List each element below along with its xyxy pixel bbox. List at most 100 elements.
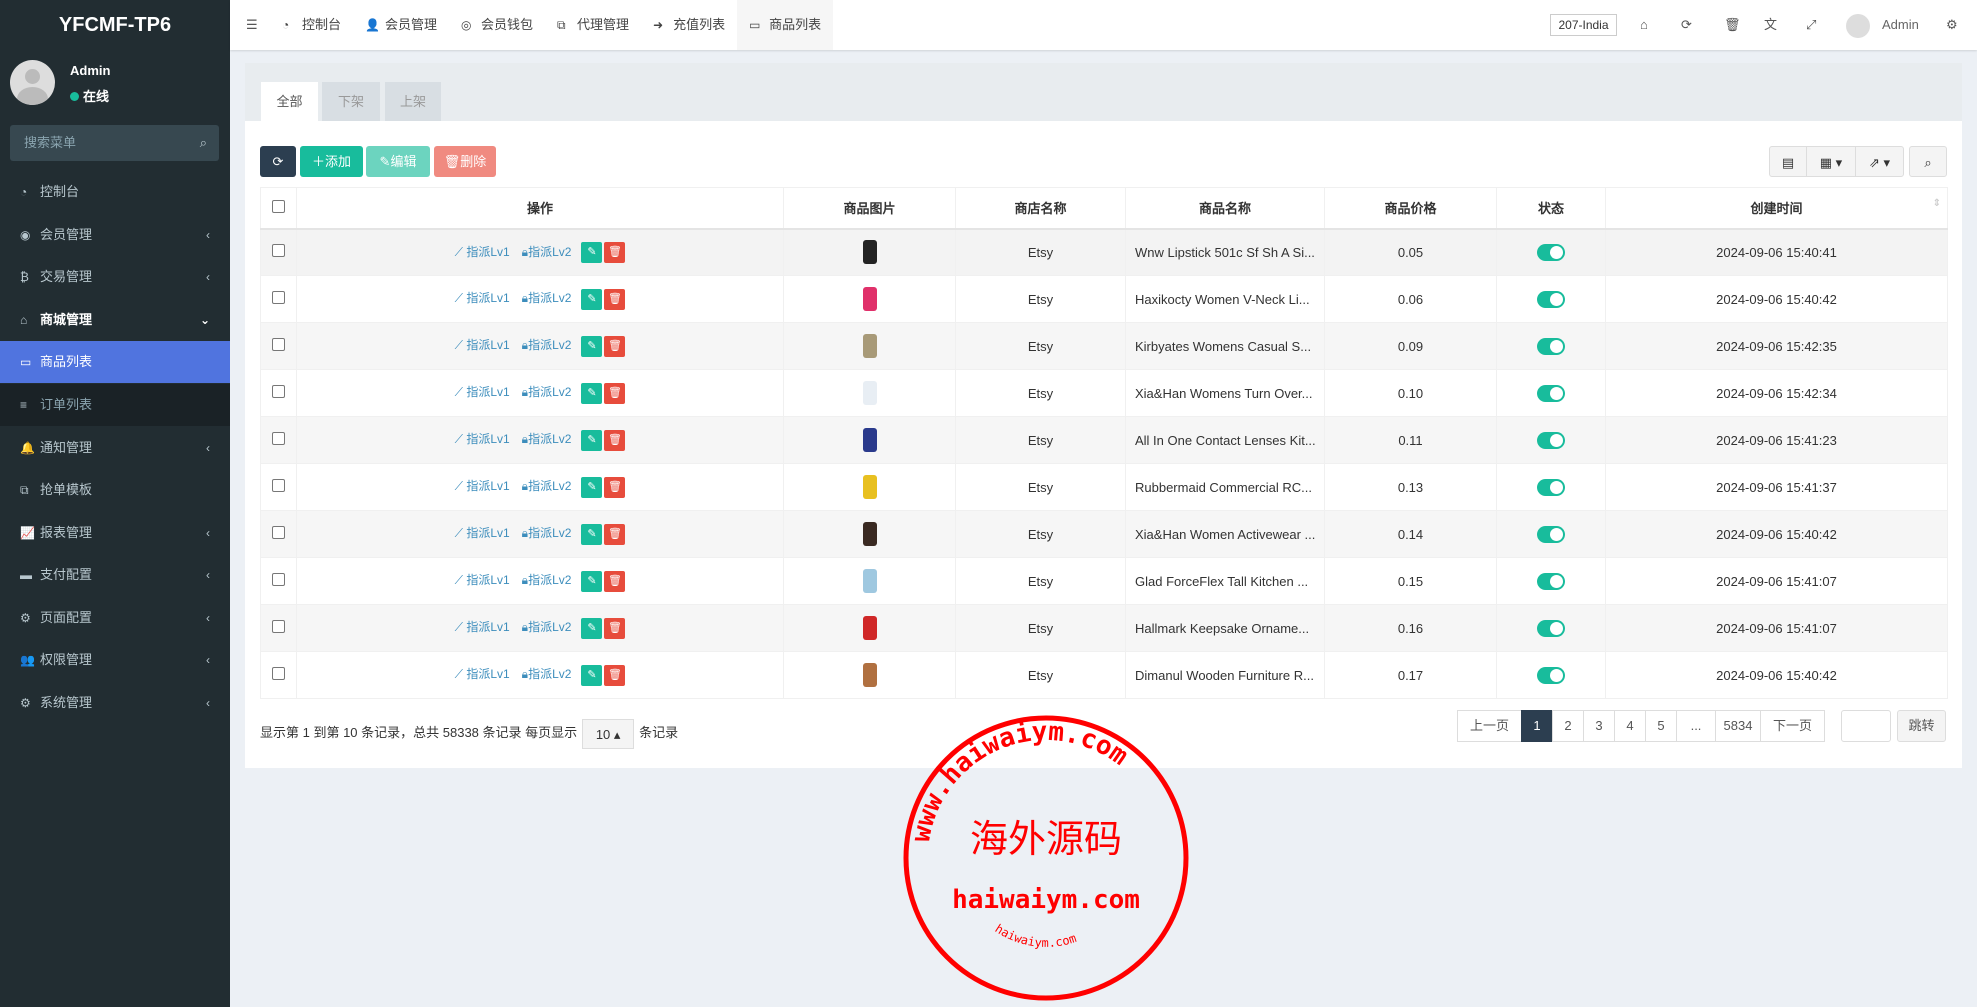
assign-lv1-link[interactable]: ⟋ 指派Lv1 (455, 667, 510, 681)
status-toggle[interactable] (1537, 525, 1565, 543)
row-status-cell[interactable] (1496, 604, 1606, 652)
status-toggle[interactable] (1537, 290, 1565, 308)
topnav-tab-0[interactable]: ◔ 控制台 (270, 0, 353, 50)
settings-gears-icon[interactable]: ⚙ (1946, 17, 1958, 32)
assign-lv1-link[interactable]: ⟋ 指派Lv1 (455, 291, 510, 305)
row-edit-button[interactable]: ✎ (581, 382, 603, 404)
row-image-cell[interactable] (783, 369, 956, 417)
row-select-cell[interactable] (260, 416, 297, 464)
search-button[interactable]: ⌕ (1909, 146, 1947, 177)
row-delete-button[interactable]: 🗑 (604, 335, 626, 357)
row-delete-button[interactable]: 🗑 (604, 429, 626, 451)
row-delete-button[interactable]: 🗑 (604, 523, 626, 545)
product-image[interactable] (856, 425, 884, 455)
page-button-3[interactable]: 3 (1583, 710, 1615, 742)
row-image-cell[interactable] (783, 228, 956, 276)
assign-lv1-link[interactable]: ⟋ 指派Lv1 (455, 526, 510, 540)
next-page-button[interactable]: 下一页 (1760, 710, 1825, 742)
assign-lv2-link[interactable]: 🔒︎指派Lv2 (522, 245, 572, 259)
row-select-cell[interactable] (260, 557, 297, 605)
row-checkbox[interactable] (272, 526, 285, 539)
row-image-cell[interactable] (783, 604, 956, 652)
edit-button[interactable]: ✎编辑 (366, 146, 430, 177)
toggle-view-button[interactable]: ▤ (1769, 146, 1807, 177)
product-image[interactable] (856, 660, 884, 690)
add-button[interactable]: ＋添加 (300, 146, 363, 177)
product-image[interactable] (856, 378, 884, 408)
assign-lv1-link[interactable]: ⟋ 指派Lv1 (455, 385, 510, 399)
page-button-2[interactable]: 2 (1552, 710, 1584, 742)
row-select-cell[interactable] (260, 510, 297, 558)
row-edit-button[interactable]: ✎ (581, 476, 603, 498)
row-select-cell[interactable] (260, 369, 297, 417)
sidebar-toggle-icon[interactable]: ☰ (246, 17, 258, 32)
row-image-cell[interactable] (783, 463, 956, 511)
sidebar-item-11[interactable]: 👥 权限管理 ‹ (0, 639, 230, 681)
row-delete-button[interactable]: 🗑 (604, 476, 626, 498)
assign-lv2-link[interactable]: 🔒︎指派Lv2 (522, 667, 572, 681)
row-delete-button[interactable]: 🗑 (604, 664, 626, 686)
assign-lv1-link[interactable]: ⟋ 指派Lv1 (455, 573, 510, 587)
delete-button[interactable]: 🗑删除 (434, 146, 496, 177)
sidebar-item-4[interactable]: ▭ 商品列表 (0, 341, 230, 383)
row-select-cell[interactable] (260, 604, 297, 652)
product-image[interactable] (856, 613, 884, 643)
app-logo[interactable]: YFCMF-TP6 (58, 14, 172, 36)
row-status-cell[interactable] (1496, 322, 1606, 370)
row-status-cell[interactable] (1496, 275, 1606, 323)
page-button-5834[interactable]: 5834 (1715, 710, 1761, 742)
row-select-cell[interactable] (260, 463, 297, 511)
status-toggle[interactable] (1537, 337, 1565, 355)
row-status-cell[interactable] (1496, 228, 1606, 276)
status-toggle[interactable] (1537, 478, 1565, 496)
row-edit-button[interactable]: ✎ (581, 664, 603, 686)
sidebar-item-5[interactable]: ≡ 订单列表 (0, 384, 230, 426)
prev-page-button[interactable]: 上一页 (1457, 710, 1522, 742)
row-image-cell[interactable] (783, 510, 956, 558)
page-button-4[interactable]: 4 (1614, 710, 1646, 742)
assign-lv1-link[interactable]: ⟋ 指派Lv1 (455, 338, 510, 352)
sidebar-item-10[interactable]: ⚙ 页面配置 ‹ (0, 597, 230, 639)
row-checkbox[interactable] (272, 244, 285, 258)
select-all-checkbox[interactable] (272, 199, 285, 213)
status-toggle[interactable] (1537, 666, 1565, 684)
product-image[interactable] (856, 331, 884, 361)
page-button-1[interactable]: 1 (1521, 710, 1553, 742)
row-checkbox[interactable] (272, 385, 285, 398)
topnav-tab-2[interactable]: ◎ 会员钱包 (449, 0, 545, 50)
sidebar-item-1[interactable]: ◉ 会员管理 ‹ (0, 214, 230, 256)
row-image-cell[interactable] (783, 275, 956, 323)
assign-lv2-link[interactable]: 🔒︎指派Lv2 (522, 573, 572, 587)
assign-lv2-link[interactable]: 🔒︎指派Lv2 (522, 479, 572, 493)
col-created[interactable]: 创建时间 ⇕ (1605, 187, 1948, 230)
search-icon[interactable]: ⌕ (199, 135, 207, 150)
topnav-tab-3[interactable]: ⧉ 代理管理 (545, 0, 641, 50)
row-status-cell[interactable] (1496, 463, 1606, 511)
row-edit-button[interactable]: ✎ (581, 617, 603, 639)
row-status-cell[interactable] (1496, 510, 1606, 558)
row-status-cell[interactable] (1496, 416, 1606, 464)
assign-lv2-link[interactable]: 🔒︎指派Lv2 (522, 291, 572, 305)
topnav-tab-1[interactable]: 👤 会员管理 (353, 0, 449, 50)
row-checkbox[interactable] (272, 291, 285, 304)
row-delete-button[interactable]: 🗑 (604, 288, 626, 310)
jump-page-input[interactable] (1841, 710, 1891, 742)
topnav-tab-5[interactable]: ▭ 商品列表 (737, 0, 834, 50)
page-size-select[interactable]: 10 ▴ (582, 718, 635, 749)
row-checkbox[interactable] (272, 573, 285, 586)
row-delete-button[interactable]: 🗑 (604, 617, 626, 639)
tab-all[interactable]: 全部 (261, 82, 318, 121)
assign-lv1-link[interactable]: ⟋ 指派Lv1 (455, 620, 510, 634)
page-button-...[interactable]: ... (1676, 710, 1716, 742)
status-toggle[interactable] (1537, 384, 1565, 402)
status-toggle[interactable] (1537, 243, 1565, 261)
assign-lv1-link[interactable]: ⟋ 指派Lv1 (455, 432, 510, 446)
assign-lv2-link[interactable]: 🔒︎指派Lv2 (522, 526, 572, 540)
assign-lv2-link[interactable]: 🔒︎指派Lv2 (522, 432, 572, 446)
row-image-cell[interactable] (783, 557, 956, 605)
row-select-cell[interactable] (260, 651, 297, 699)
status-toggle[interactable] (1537, 619, 1565, 637)
row-delete-button[interactable]: 🗑 (604, 570, 626, 592)
row-status-cell[interactable] (1496, 369, 1606, 417)
sort-icon[interactable]: ⇕ (1932, 198, 1941, 210)
